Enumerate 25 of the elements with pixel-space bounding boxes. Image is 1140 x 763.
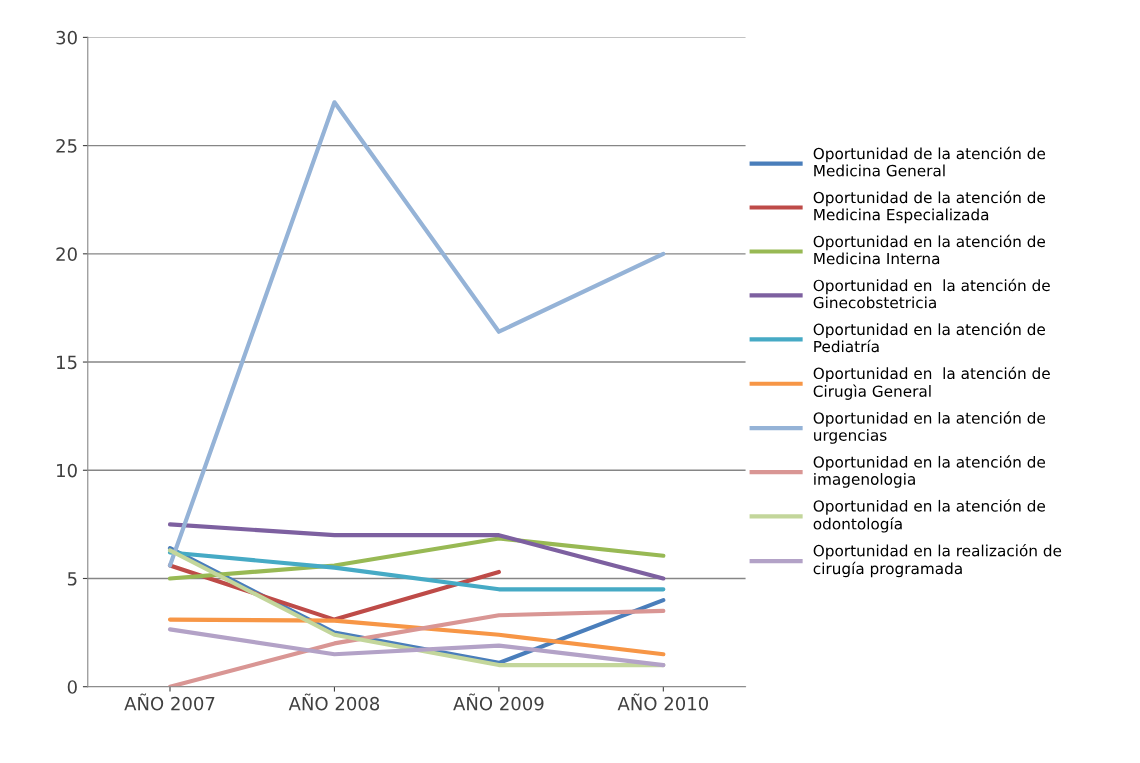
legend-label: Oportunidad de la atención de Medicina General xyxy=(813,146,1046,177)
legend-label: Oportunidad en la atención de Cirugìa General xyxy=(813,366,1050,400)
line-series xyxy=(167,617,666,657)
y-tick-label: 10 xyxy=(57,463,77,478)
y-tick-label: 0 xyxy=(67,680,77,694)
line-series xyxy=(167,627,666,668)
x-tick-label: AÑO 2009 xyxy=(453,693,544,711)
legend-label: Oportunidad en la atención de Medicina Interna xyxy=(813,234,1045,265)
line-series xyxy=(167,608,666,687)
legend-label: Oportunidad en la atención de odontología xyxy=(813,499,1045,533)
y-tick-label: 5 xyxy=(67,572,77,586)
legend-label: Oportunidad de la atención de Medicina Especializada xyxy=(813,190,1046,224)
legend-label: Oportunidad en la realización de cirugía programada xyxy=(813,543,1062,578)
x-tick-label: AÑO 2008 xyxy=(288,693,380,711)
legend-label: Oportunidad en la atención de imagenologia xyxy=(813,455,1045,488)
x-tick-label: AÑO 2010 xyxy=(617,693,709,711)
line-series xyxy=(167,100,666,568)
y-tick-label: 25 xyxy=(56,139,77,153)
legend-label: Oportunidad en la atención de Ginecobstetricia xyxy=(813,278,1050,309)
y-tick-label: 15 xyxy=(57,355,77,370)
x-tick-label: AÑO 2007 xyxy=(124,693,215,711)
legend-label: Oportunidad en la atención de Pediatría xyxy=(813,322,1045,353)
legend-label: Oportunidad en la atención de urgencias xyxy=(813,411,1045,444)
y-tick-label: 20 xyxy=(56,247,77,261)
y-tick-label: 30 xyxy=(56,30,77,45)
